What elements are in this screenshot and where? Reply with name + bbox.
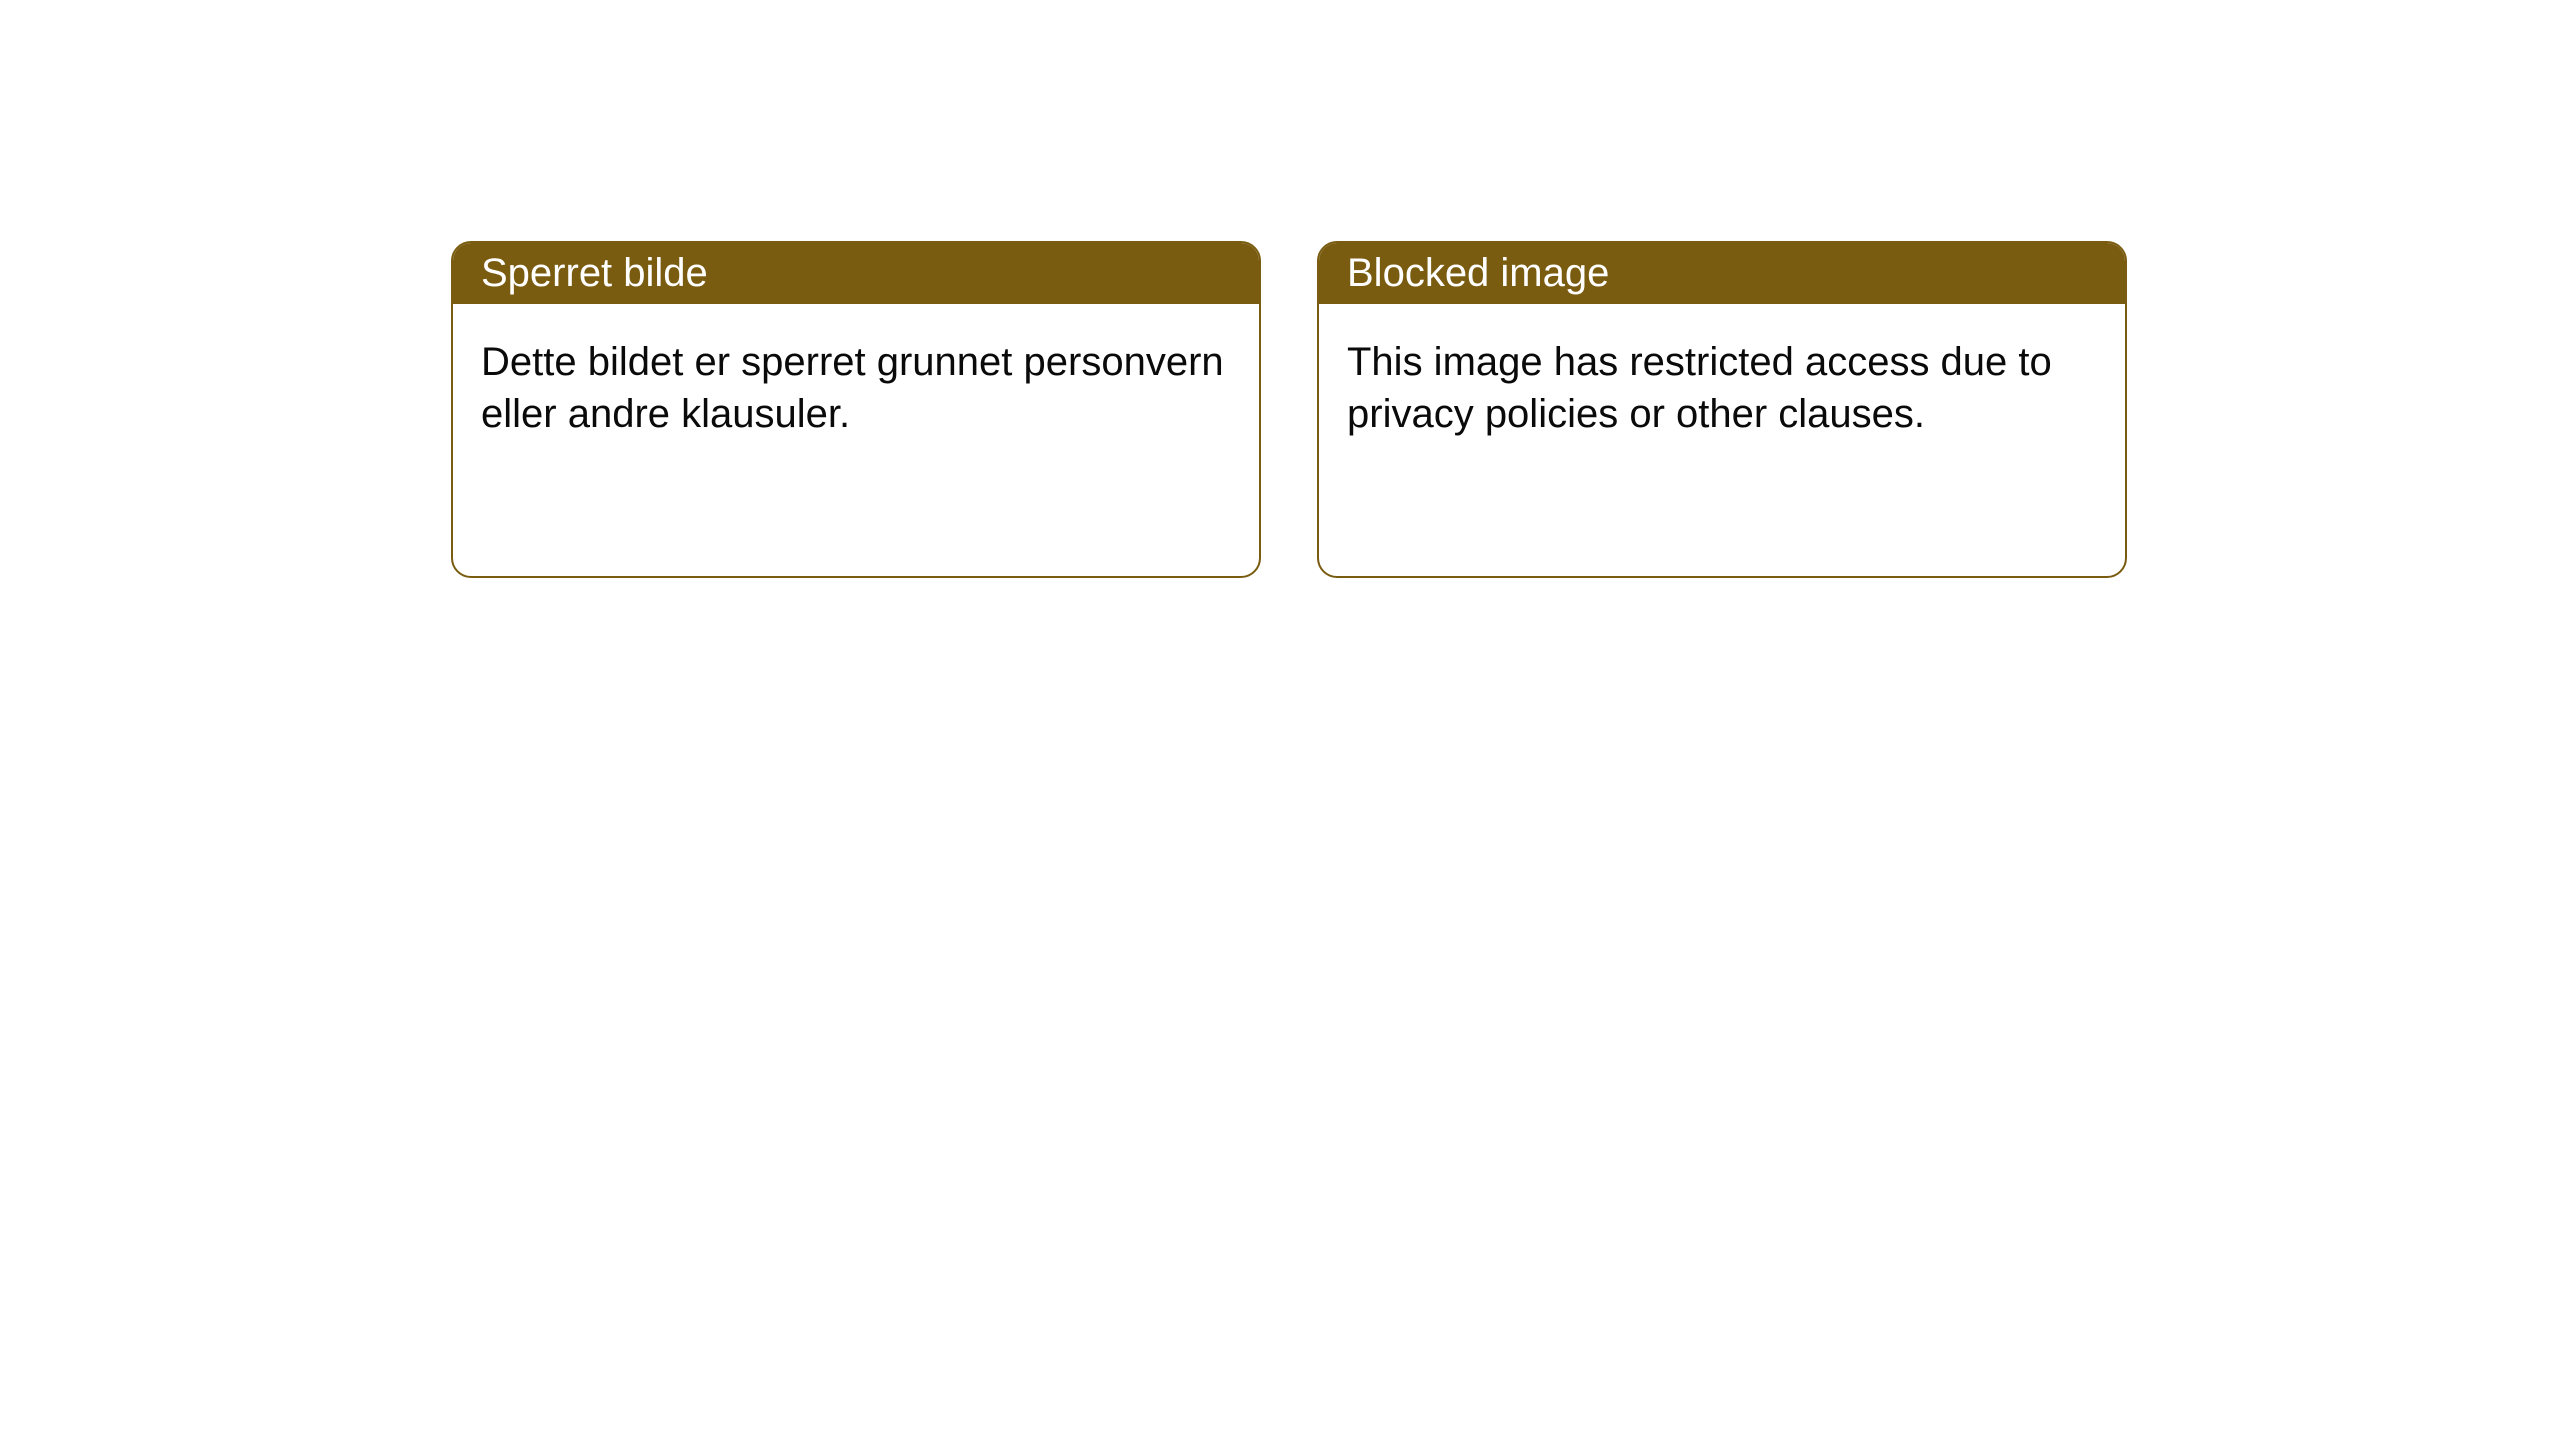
card-title: Sperret bilde (481, 251, 708, 295)
card-header: Sperret bilde (453, 243, 1259, 304)
card-title: Blocked image (1347, 251, 1609, 295)
card-message: This image has restricted access due to … (1347, 340, 2052, 436)
notice-cards-container: Sperret bilde Dette bildet er sperret gr… (451, 241, 2127, 578)
card-body: Dette bildet er sperret grunnet personve… (453, 304, 1259, 472)
notice-card-norwegian: Sperret bilde Dette bildet er sperret gr… (451, 241, 1261, 578)
notice-card-english: Blocked image This image has restricted … (1317, 241, 2127, 578)
card-header: Blocked image (1319, 243, 2125, 304)
card-body: This image has restricted access due to … (1319, 304, 2125, 472)
card-message: Dette bildet er sperret grunnet personve… (481, 340, 1224, 436)
